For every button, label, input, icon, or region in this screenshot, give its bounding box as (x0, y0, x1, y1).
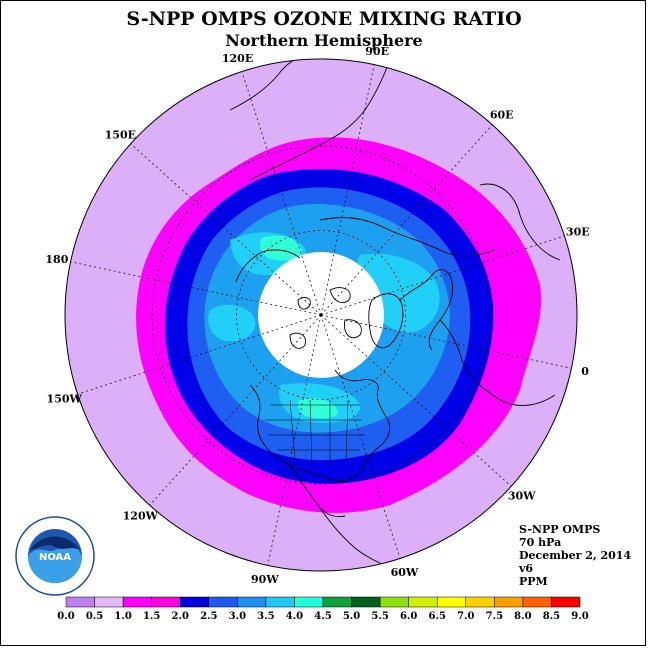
longitude-label: 30E (566, 226, 590, 239)
colorbar-swatch (322, 596, 352, 608)
colorbar-tick-label: 3.0 (229, 611, 246, 622)
longitude-label: 120W (123, 510, 159, 523)
map-boundary (64, 58, 578, 572)
units-label: PPM (519, 575, 548, 588)
colorbar-tick-label: 7.0 (457, 611, 474, 622)
coastlines (229, 59, 561, 571)
colorbar-swatch (436, 596, 467, 608)
us-state-borders (265, 399, 365, 466)
longitude-label: 150E (105, 128, 136, 141)
longitude-label: 150W (47, 392, 83, 405)
longitude-label: 60E (490, 108, 514, 121)
longitude-label: 180 (45, 253, 68, 266)
map-title: S-NPP OMPS OZONE MIXING RATIO (126, 8, 522, 30)
longitude-label: 60W (391, 566, 419, 579)
colorbar-tick-label: 2.5 (200, 611, 217, 622)
colorbar-swatch (94, 596, 124, 608)
colorbar-tick-label: 5.0 (343, 611, 360, 622)
colorbar-tick-label: 8.0 (514, 611, 531, 622)
date-label: December 2, 2014 (519, 549, 632, 562)
colorbar-swatch (179, 596, 210, 608)
map-subtitle: Northern Hemisphere (225, 31, 423, 50)
colorbar: 0.0 0.5 1.0 1.5 2.0 2.5 3.0 3.5 4.0 4.5 5.0 5.5 6.0 6… (57, 596, 589, 622)
colorbar-tick-label: 7.5 (486, 611, 503, 622)
colorbar-swatch (294, 596, 324, 608)
colorbar-swatch (551, 596, 581, 608)
longitude-label: 120E (222, 52, 253, 65)
colorbar-tick-label: 4.0 (286, 611, 303, 622)
pressure-level-label: 70 hPa (519, 536, 562, 549)
cyan-patch (208, 304, 256, 342)
colorbar-swatch (151, 596, 181, 608)
colorbar-tick-label: 1.5 (143, 611, 160, 622)
colorbar-swatch (208, 596, 238, 608)
longitude-label: 90W (251, 573, 279, 586)
colorbar-tick-label: 3.5 (257, 611, 274, 622)
aqua-highlight (260, 235, 302, 261)
version-label: v6 (519, 562, 534, 575)
colorbar-tick-label: 9.0 (571, 611, 588, 622)
colorbar-swatch (408, 596, 438, 608)
colorbar-swatch (494, 596, 524, 608)
longitude-label: 0 (581, 365, 589, 378)
longitude-labels: 90E 60E 30E 0 30W 60W 90W 120W 150W 180 150E 120E (45, 45, 589, 586)
latitude-circle (236, 230, 406, 400)
noaa-logo: NOAA (15, 516, 95, 596)
colorbar-swatch (65, 596, 95, 608)
colorbar-swatch (237, 596, 267, 608)
colorbar-swatch (122, 596, 152, 608)
aqua-highlight (298, 398, 338, 419)
colorbar-tick-label: 5.5 (371, 611, 388, 622)
noaa-logo-text: NOAA (39, 552, 71, 563)
colorbar-tick-label: 6.5 (429, 611, 446, 622)
colorbar-swatch (351, 596, 381, 608)
colorbar-swatch (379, 596, 409, 608)
colorbar-swatch (522, 596, 552, 608)
colorbar-tick-label: 4.5 (314, 611, 331, 622)
colorbar-tick-label: 6.0 (400, 611, 417, 622)
colorbar-swatch (265, 596, 295, 608)
longitude-label: 90E (365, 45, 389, 58)
longitude-label: 30W (508, 490, 536, 503)
colorbar-tick-label: 2.0 (172, 611, 189, 622)
colorbar-swatch (465, 596, 495, 608)
info-panel: S-NPP OMPS 70 hPa December 2, 2014 v6 PP… (519, 523, 631, 588)
colorbar-tick-label: 8.5 (543, 611, 560, 622)
colorbar-tick-label: 0.0 (57, 611, 74, 622)
lat-lon-gridlines (70, 64, 572, 566)
instrument-label: S-NPP OMPS (519, 523, 601, 536)
colorbar-tick-label: 0.5 (86, 611, 103, 622)
latitude-circle (151, 145, 491, 485)
colorbar-tick-label: 1.0 (114, 611, 131, 622)
